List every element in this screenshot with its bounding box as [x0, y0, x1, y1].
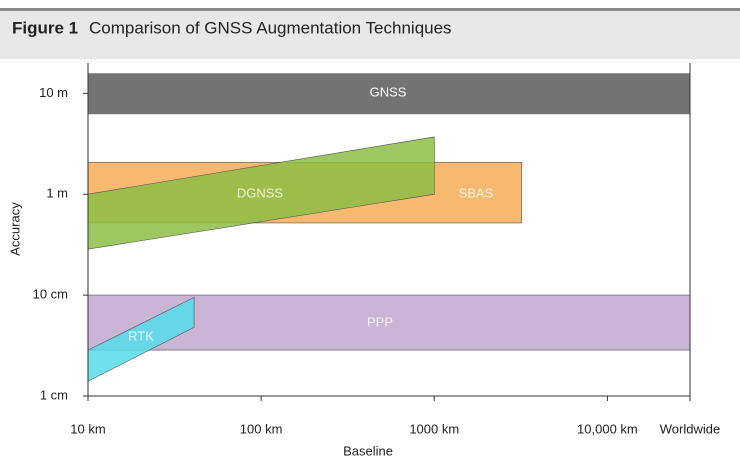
x-axis-label: Baseline — [343, 443, 393, 458]
chart-title: Comparison of GNSS Augmentation Techniqu… — [89, 18, 452, 37]
x-tick-label: 10,000 km — [577, 421, 638, 436]
region-label: SBAS — [459, 185, 494, 200]
y-tick-label: 1 m — [46, 186, 68, 201]
x-tick-label: 10 km — [70, 421, 105, 436]
y-tick-label: 10 m — [39, 85, 68, 100]
x-tick-label: 100 km — [240, 421, 283, 436]
figure-label: Figure 1 — [12, 18, 78, 37]
header-band — [0, 11, 740, 59]
region-label: DGNSS — [237, 185, 284, 200]
y-tick-label: 10 cm — [33, 287, 68, 302]
region — [88, 73, 690, 115]
region-label: RTK — [128, 328, 154, 343]
region-label: GNSS — [370, 84, 407, 99]
header-rule — [0, 8, 740, 11]
x-tick-label: Worldwide — [660, 421, 720, 436]
y-axis-label: Accuracy — [7, 202, 22, 256]
y-tick-label: 1 cm — [40, 387, 68, 402]
x-tick-label: 1000 km — [409, 421, 459, 436]
region-label: PPP — [367, 314, 393, 329]
